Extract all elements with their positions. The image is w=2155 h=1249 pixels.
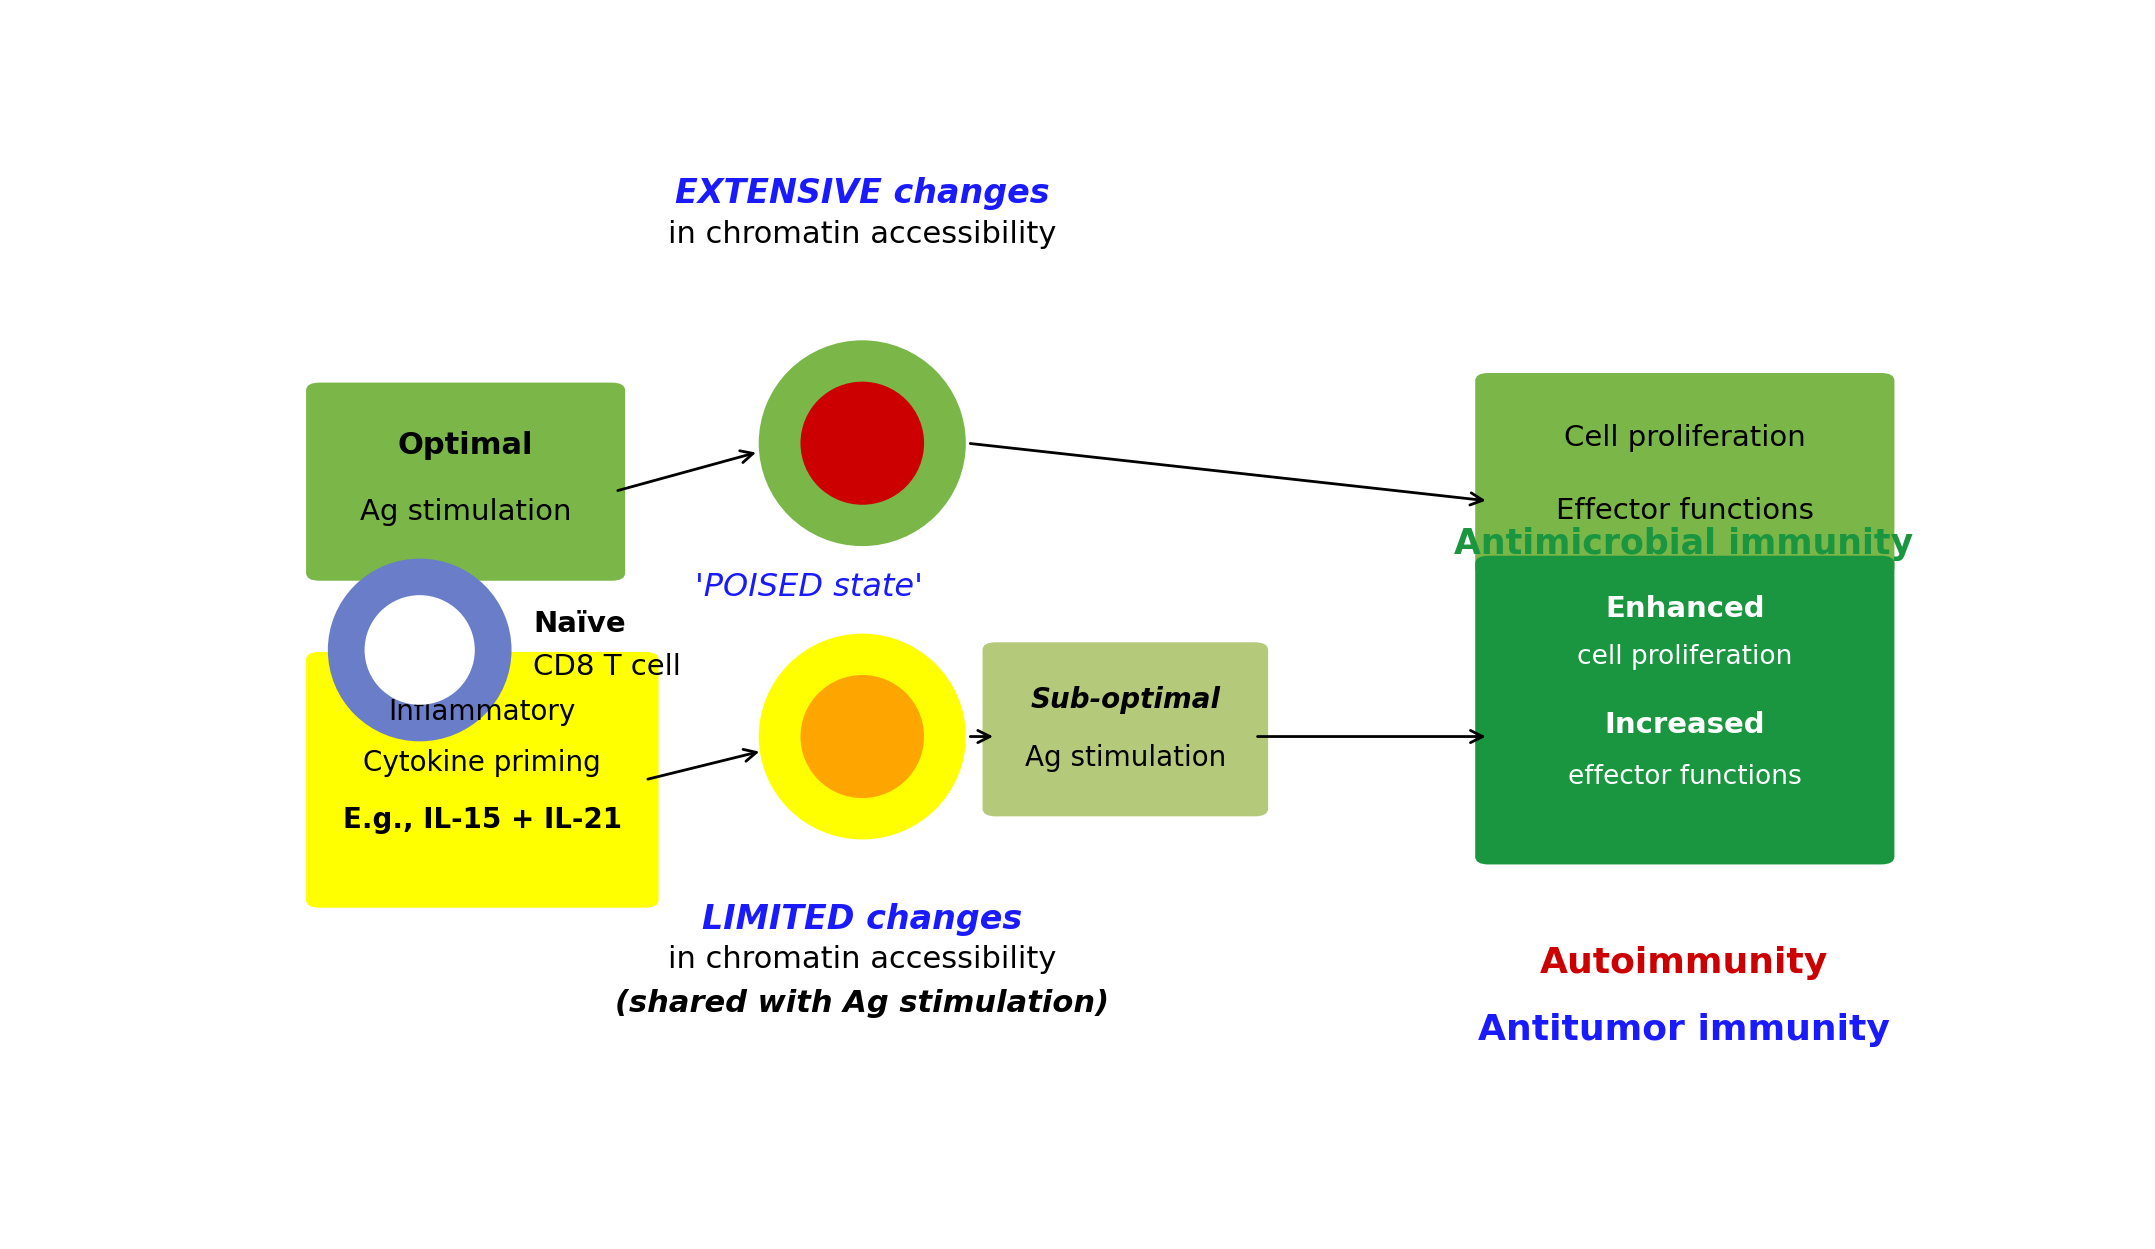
Text: EXTENSIVE changes: EXTENSIVE changes bbox=[675, 176, 1049, 210]
Text: in chromatin accessibility: in chromatin accessibility bbox=[668, 220, 1056, 249]
Text: LIMITED changes: LIMITED changes bbox=[703, 903, 1021, 936]
Text: Ag stimulation: Ag stimulation bbox=[1024, 744, 1226, 772]
Text: Ag stimulation: Ag stimulation bbox=[360, 498, 571, 526]
Text: Optimal: Optimal bbox=[399, 431, 534, 460]
Text: Enhanced: Enhanced bbox=[1605, 595, 1765, 623]
Text: Effector functions: Effector functions bbox=[1556, 497, 1815, 525]
Ellipse shape bbox=[759, 633, 965, 839]
Ellipse shape bbox=[800, 382, 924, 505]
Text: Antitumor immunity: Antitumor immunity bbox=[1478, 1013, 1890, 1047]
Text: cell proliferation: cell proliferation bbox=[1577, 644, 1793, 671]
Text: 'POISED state': 'POISED state' bbox=[696, 572, 922, 603]
FancyBboxPatch shape bbox=[1476, 373, 1894, 576]
Ellipse shape bbox=[364, 596, 474, 704]
FancyBboxPatch shape bbox=[983, 642, 1267, 817]
Text: in chromatin accessibility: in chromatin accessibility bbox=[668, 945, 1056, 974]
Text: CD8 T cell: CD8 T cell bbox=[532, 653, 681, 681]
Text: Increased: Increased bbox=[1605, 711, 1765, 738]
Text: Cell proliferation: Cell proliferation bbox=[1565, 423, 1806, 452]
FancyBboxPatch shape bbox=[1476, 556, 1894, 864]
Text: Inflammatory: Inflammatory bbox=[388, 698, 575, 727]
Ellipse shape bbox=[759, 340, 965, 546]
Text: Sub-optimal: Sub-optimal bbox=[1030, 687, 1220, 714]
Text: (shared with Ag stimulation): (shared with Ag stimulation) bbox=[614, 989, 1110, 1018]
Text: E.g., IL-15 + IL-21: E.g., IL-15 + IL-21 bbox=[343, 806, 623, 834]
Text: effector functions: effector functions bbox=[1569, 764, 1802, 791]
Ellipse shape bbox=[800, 674, 924, 798]
FancyBboxPatch shape bbox=[306, 652, 659, 908]
FancyBboxPatch shape bbox=[306, 382, 625, 581]
Ellipse shape bbox=[328, 558, 511, 742]
Text: Antimicrobial immunity: Antimicrobial immunity bbox=[1455, 527, 1914, 561]
Text: Naïve: Naïve bbox=[532, 610, 625, 638]
Text: Cytokine priming: Cytokine priming bbox=[364, 748, 601, 777]
Text: Autoimmunity: Autoimmunity bbox=[1541, 945, 1827, 979]
